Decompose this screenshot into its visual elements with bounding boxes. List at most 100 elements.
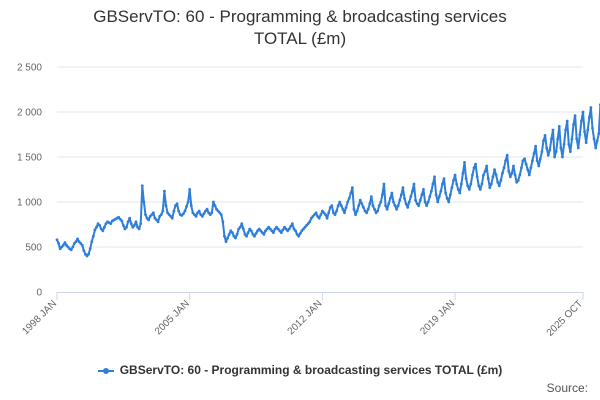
data-point[interactable] <box>332 211 335 215</box>
data-point[interactable] <box>537 164 541 168</box>
data-point[interactable] <box>365 211 368 215</box>
data-point[interactable] <box>60 245 64 249</box>
data-point[interactable] <box>390 191 394 195</box>
data-point[interactable] <box>521 159 525 163</box>
data-point[interactable] <box>137 227 141 231</box>
data-point[interactable] <box>180 214 184 217</box>
data-point[interactable] <box>445 197 449 200</box>
data-point[interactable] <box>259 229 263 233</box>
data-point[interactable] <box>583 130 586 134</box>
data-point[interactable] <box>189 204 193 208</box>
data-point[interactable] <box>303 225 307 229</box>
data-point[interactable] <box>210 211 214 215</box>
data-point[interactable] <box>564 128 568 132</box>
data-point[interactable] <box>140 184 144 188</box>
data-point[interactable] <box>469 182 473 186</box>
data-point[interactable] <box>302 227 305 231</box>
data-point[interactable] <box>289 224 293 228</box>
data-point[interactable] <box>589 106 593 109</box>
data-point[interactable] <box>504 159 507 163</box>
data-point[interactable] <box>150 213 154 217</box>
data-point[interactable] <box>414 198 417 202</box>
data-point[interactable] <box>147 218 151 222</box>
data-point[interactable] <box>474 162 477 166</box>
data-point[interactable] <box>229 229 233 233</box>
data-point[interactable] <box>512 164 515 168</box>
data-point[interactable] <box>129 222 133 226</box>
data-point[interactable] <box>283 225 286 229</box>
data-point[interactable] <box>196 211 199 215</box>
data-point[interactable] <box>428 195 432 199</box>
data-point[interactable] <box>172 209 176 213</box>
data-point[interactable] <box>362 206 365 209</box>
data-point[interactable] <box>237 227 241 231</box>
data-point[interactable] <box>548 148 552 152</box>
data-point[interactable] <box>581 110 585 114</box>
data-point[interactable] <box>352 207 356 211</box>
data-point[interactable] <box>578 133 582 136</box>
data-point[interactable] <box>441 182 444 186</box>
data-point[interactable] <box>164 204 168 208</box>
data-point[interactable] <box>264 229 267 233</box>
data-point[interactable] <box>466 184 470 188</box>
data-point[interactable] <box>515 180 519 184</box>
data-point[interactable] <box>268 227 272 231</box>
data-point[interactable] <box>439 189 443 193</box>
data-point[interactable] <box>170 216 174 220</box>
data-point[interactable] <box>471 173 474 177</box>
data-point[interactable] <box>243 233 247 236</box>
data-point[interactable] <box>567 143 571 146</box>
data-point[interactable] <box>74 240 78 244</box>
data-point[interactable] <box>55 238 59 242</box>
data-point[interactable] <box>393 204 397 208</box>
data-point[interactable] <box>380 193 384 197</box>
data-point[interactable] <box>422 188 425 191</box>
data-point[interactable] <box>458 191 462 195</box>
data-point[interactable] <box>358 198 362 202</box>
data-point[interactable] <box>343 211 346 215</box>
data-point[interactable] <box>142 200 146 204</box>
data-point[interactable] <box>232 234 236 238</box>
data-point[interactable] <box>347 197 351 200</box>
data-point[interactable] <box>216 209 220 213</box>
data-point[interactable] <box>91 234 95 238</box>
data-point[interactable] <box>475 175 479 179</box>
data-point[interactable] <box>281 228 285 232</box>
data-point[interactable] <box>166 211 169 215</box>
data-point[interactable] <box>324 213 327 217</box>
data-point[interactable] <box>257 227 261 231</box>
data-point[interactable] <box>273 227 277 231</box>
data-point[interactable] <box>82 249 86 253</box>
data-point[interactable] <box>384 204 387 208</box>
data-point[interactable] <box>240 222 244 226</box>
data-point[interactable] <box>396 204 400 208</box>
data-point[interactable] <box>295 233 299 236</box>
data-point[interactable] <box>125 225 128 229</box>
data-point[interactable] <box>260 231 264 235</box>
data-point[interactable] <box>526 168 530 172</box>
data-point[interactable] <box>464 177 468 181</box>
data-point[interactable] <box>496 180 500 184</box>
data-point[interactable] <box>388 197 392 200</box>
data-point[interactable] <box>532 152 536 155</box>
data-point[interactable] <box>71 245 75 249</box>
data-point[interactable] <box>417 204 421 208</box>
data-point[interactable] <box>300 229 304 233</box>
data-point[interactable] <box>573 114 577 117</box>
data-point[interactable] <box>507 170 511 173</box>
data-point[interactable] <box>90 240 94 244</box>
data-point[interactable] <box>497 184 501 188</box>
data-point[interactable] <box>262 233 266 236</box>
data-point[interactable] <box>128 216 132 220</box>
data-point[interactable] <box>576 146 580 150</box>
chart-credit[interactable]: Source: <box>546 381 588 395</box>
data-point[interactable] <box>556 137 560 141</box>
data-point[interactable] <box>185 205 188 208</box>
data-point[interactable] <box>456 188 460 191</box>
data-point[interactable] <box>208 213 212 217</box>
data-point[interactable] <box>333 213 337 217</box>
data-point[interactable] <box>95 225 98 229</box>
data-point[interactable] <box>395 207 399 211</box>
data-point[interactable] <box>529 166 533 170</box>
data-point[interactable] <box>205 207 209 211</box>
